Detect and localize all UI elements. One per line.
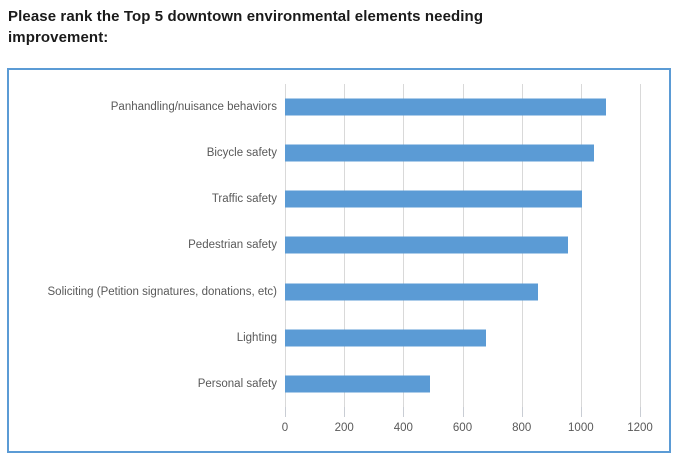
category-label: Lighting xyxy=(236,331,277,344)
tick-mark xyxy=(403,407,405,417)
bar-row: Personal safety xyxy=(9,361,669,407)
bar-track xyxy=(285,361,669,407)
category-label: Traffic safety xyxy=(211,193,277,206)
bar-track xyxy=(285,222,669,268)
bar xyxy=(285,144,595,162)
bar-track xyxy=(285,84,669,130)
x-tick-label: 1200 xyxy=(627,422,653,434)
bar xyxy=(285,375,430,393)
x-tick-label: 0 xyxy=(281,422,289,434)
bar-row: Bicycle safety xyxy=(9,130,669,176)
bar xyxy=(285,283,538,301)
category-label: Soliciting (Petition signatures, donatio… xyxy=(47,285,277,298)
bar-track xyxy=(285,176,669,222)
bar-track xyxy=(285,130,669,176)
bar-row: Lighting xyxy=(9,315,669,361)
tick-mark xyxy=(580,407,582,417)
x-tick-label: 600 xyxy=(452,422,473,434)
bar-track xyxy=(285,315,669,361)
bar-track xyxy=(285,269,669,315)
category-label: Panhandling/nuisance behaviors xyxy=(110,101,277,114)
gridline xyxy=(580,84,582,407)
bar-row: Panhandling/nuisance behaviors xyxy=(9,84,669,130)
bar-row: Traffic safety xyxy=(9,176,669,222)
bar xyxy=(285,190,583,208)
x-tick-label: 800 xyxy=(512,422,532,434)
bar-rows: Panhandling/nuisance behaviors Bicycle sa… xyxy=(9,84,669,407)
tick-mark xyxy=(640,407,641,417)
bar xyxy=(285,329,487,347)
category-label: Pedestrian safety xyxy=(188,239,277,252)
x-tick-label: 1000 xyxy=(568,422,594,434)
bar xyxy=(285,98,606,116)
tick-mark xyxy=(521,407,523,417)
category-label: Bicycle safety xyxy=(206,147,277,160)
tick-mark xyxy=(285,407,286,417)
x-tick-label: 200 xyxy=(334,422,354,434)
x-tick-label: 400 xyxy=(393,422,413,434)
category-label: Personal safety xyxy=(197,377,277,390)
bar-chart: Panhandling/nuisance behaviors Bicycle sa… xyxy=(7,68,671,453)
bar-row: Soliciting (Petition signatures, donatio… xyxy=(9,269,669,315)
chart-question-title: Please rank the Top 5 downtown environme… xyxy=(8,8,484,46)
gridline xyxy=(640,84,641,407)
tick-mark xyxy=(462,407,464,417)
bar xyxy=(285,236,568,254)
bar-row: Pedestrian safety xyxy=(9,222,669,268)
x-axis: 0 200 400 600 800 1000 1200 xyxy=(281,407,672,451)
tick-mark xyxy=(344,407,346,417)
